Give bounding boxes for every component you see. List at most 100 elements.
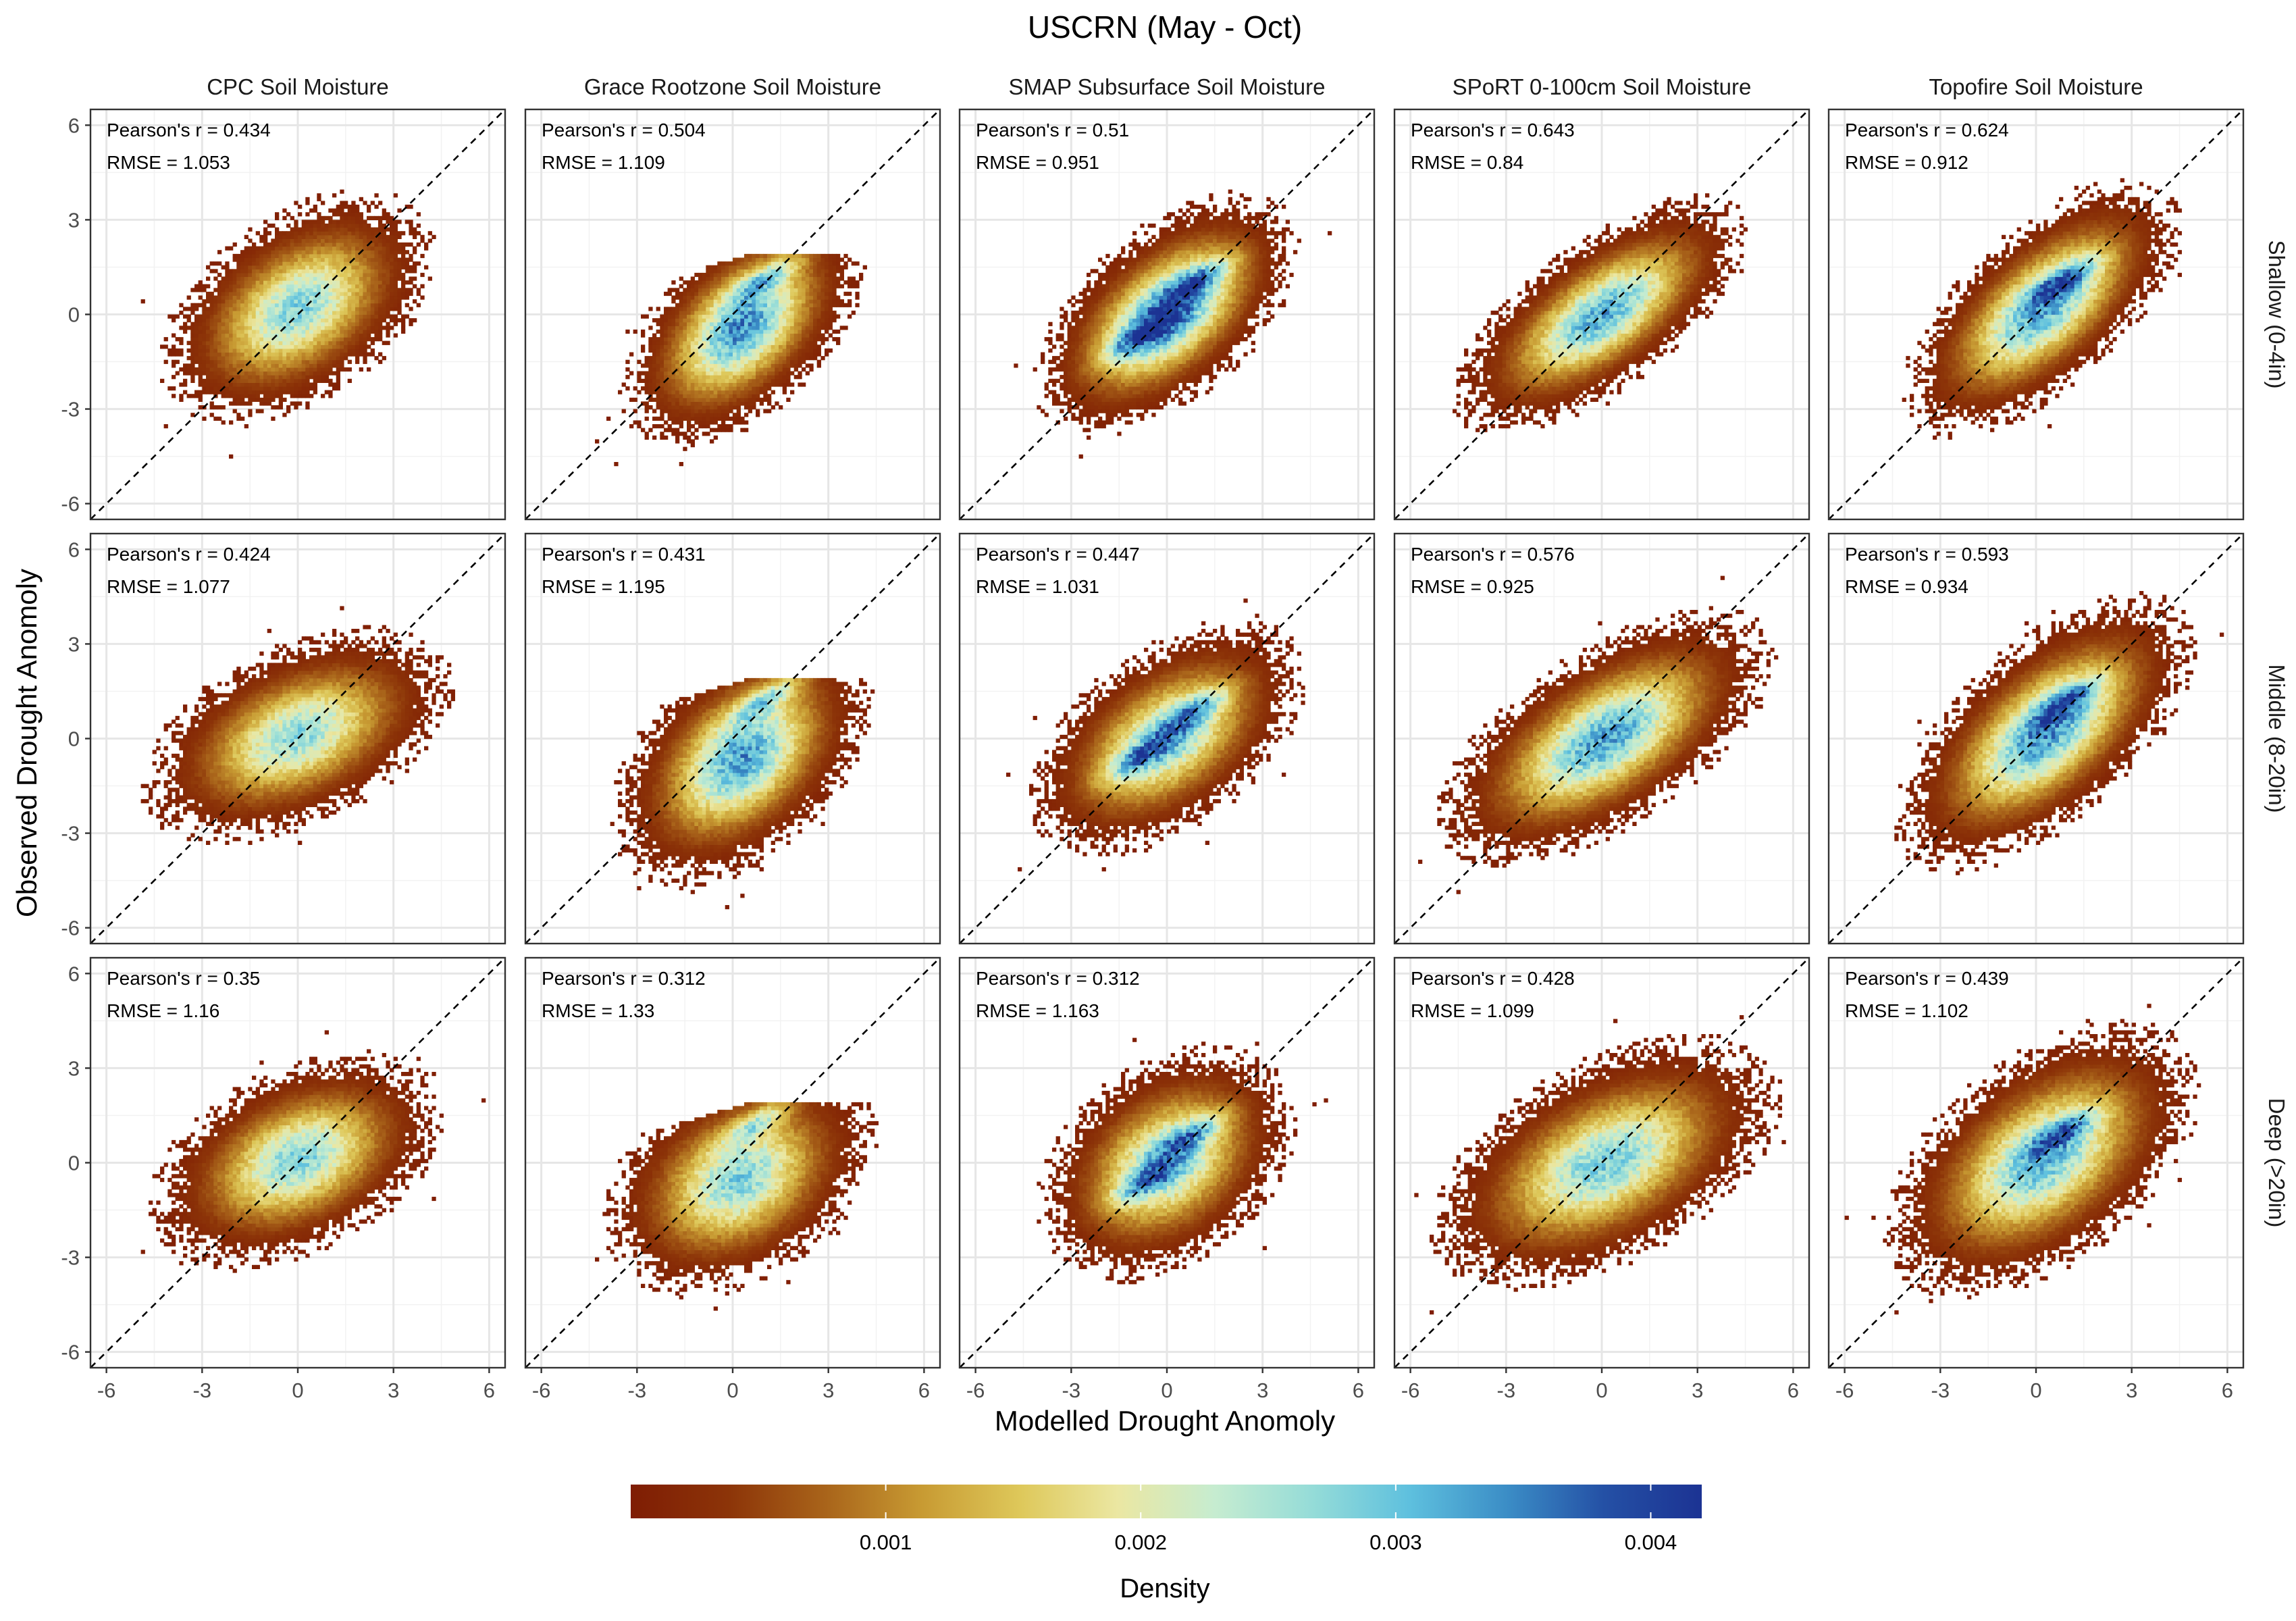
density-tile	[236, 265, 240, 269]
density-tile	[236, 334, 240, 338]
density-tile	[199, 375, 203, 379]
density-tile	[240, 382, 244, 386]
density-tile	[282, 284, 286, 288]
density-tile	[275, 212, 279, 216]
density-tile	[794, 344, 798, 349]
density-tile	[771, 288, 775, 292]
density-tile	[771, 390, 775, 394]
density-tile	[671, 401, 675, 405]
density-tile	[294, 220, 298, 224]
density-tile	[286, 356, 290, 360]
density-tile	[656, 417, 660, 421]
density-tile	[725, 303, 729, 307]
density-tile	[683, 382, 687, 386]
density-tile	[794, 311, 798, 315]
density-tile	[271, 371, 275, 376]
density-tile	[775, 344, 779, 349]
density-tile	[790, 326, 794, 330]
density-tile	[271, 288, 275, 292]
density-tile	[721, 299, 725, 303]
density-tile	[194, 330, 199, 334]
density-tile	[733, 398, 737, 402]
density-tile	[744, 398, 748, 402]
density-tile	[820, 307, 825, 311]
density-tile	[656, 379, 660, 383]
density-tile	[202, 371, 206, 376]
density-tile	[687, 394, 691, 398]
density-tile	[382, 231, 386, 235]
density-tile	[233, 322, 237, 326]
density-tile	[328, 299, 332, 303]
density-tile	[321, 258, 325, 262]
density-tile	[332, 330, 336, 334]
density-tile	[286, 353, 290, 357]
density-tile	[760, 337, 764, 341]
density-tile	[298, 258, 302, 262]
density-tile	[806, 299, 810, 303]
density-tile	[348, 235, 352, 239]
density-tile	[394, 273, 398, 277]
density-tile	[859, 273, 863, 277]
density-tile	[225, 394, 229, 398]
density-tile	[305, 280, 309, 284]
density-tile	[428, 277, 432, 281]
density-tile	[664, 356, 668, 360]
density-tile	[721, 311, 725, 315]
density-tile	[378, 307, 382, 311]
density-tile	[1045, 413, 1049, 417]
density-tile	[194, 360, 199, 364]
density-tile	[1098, 401, 1102, 405]
density-tile	[248, 409, 252, 413]
density-tile	[176, 371, 180, 376]
density-tile	[236, 261, 240, 265]
density-tile	[359, 261, 363, 265]
density-tile	[1091, 311, 1095, 315]
density-tile	[359, 322, 363, 326]
density-tile	[752, 363, 756, 367]
density-tile	[790, 341, 794, 345]
density-tile	[702, 417, 706, 421]
density-tile	[279, 307, 283, 311]
density-tile	[313, 334, 317, 338]
density-tile	[321, 216, 325, 220]
density-tile	[290, 341, 294, 345]
density-tile	[348, 353, 352, 357]
density-tile	[382, 284, 386, 288]
density-tile	[832, 288, 836, 292]
density-tile	[328, 311, 332, 315]
density-tile	[305, 307, 309, 311]
density-tile	[1075, 311, 1079, 315]
density-tile	[374, 311, 378, 315]
density-tile	[328, 394, 332, 398]
density-tile	[1082, 409, 1087, 413]
density-tile	[267, 265, 271, 269]
density-tile	[294, 299, 298, 303]
density-tile	[698, 367, 702, 371]
density-tile	[332, 334, 336, 338]
density-tile	[687, 334, 691, 338]
density-tile	[698, 379, 702, 383]
density-tile	[820, 318, 825, 322]
density-tile	[351, 250, 355, 254]
density-tile	[687, 344, 691, 349]
density-tile	[263, 382, 267, 386]
density-tile	[206, 390, 210, 394]
density-tile	[213, 353, 217, 357]
density-tile	[779, 330, 783, 334]
density-tile	[671, 330, 675, 334]
density-tile	[798, 273, 802, 277]
density-tile	[210, 318, 214, 322]
density-tile	[275, 216, 279, 220]
density-tile	[348, 205, 352, 209]
density-tile	[401, 273, 405, 277]
density-tile	[267, 261, 271, 265]
density-tile	[790, 269, 794, 273]
density-tile	[668, 311, 672, 315]
density-tile	[794, 330, 798, 334]
density-tile	[397, 277, 401, 281]
density-tile	[683, 394, 687, 398]
density-tile	[294, 375, 298, 379]
density-tile	[798, 288, 802, 292]
density-tile	[394, 228, 398, 232]
